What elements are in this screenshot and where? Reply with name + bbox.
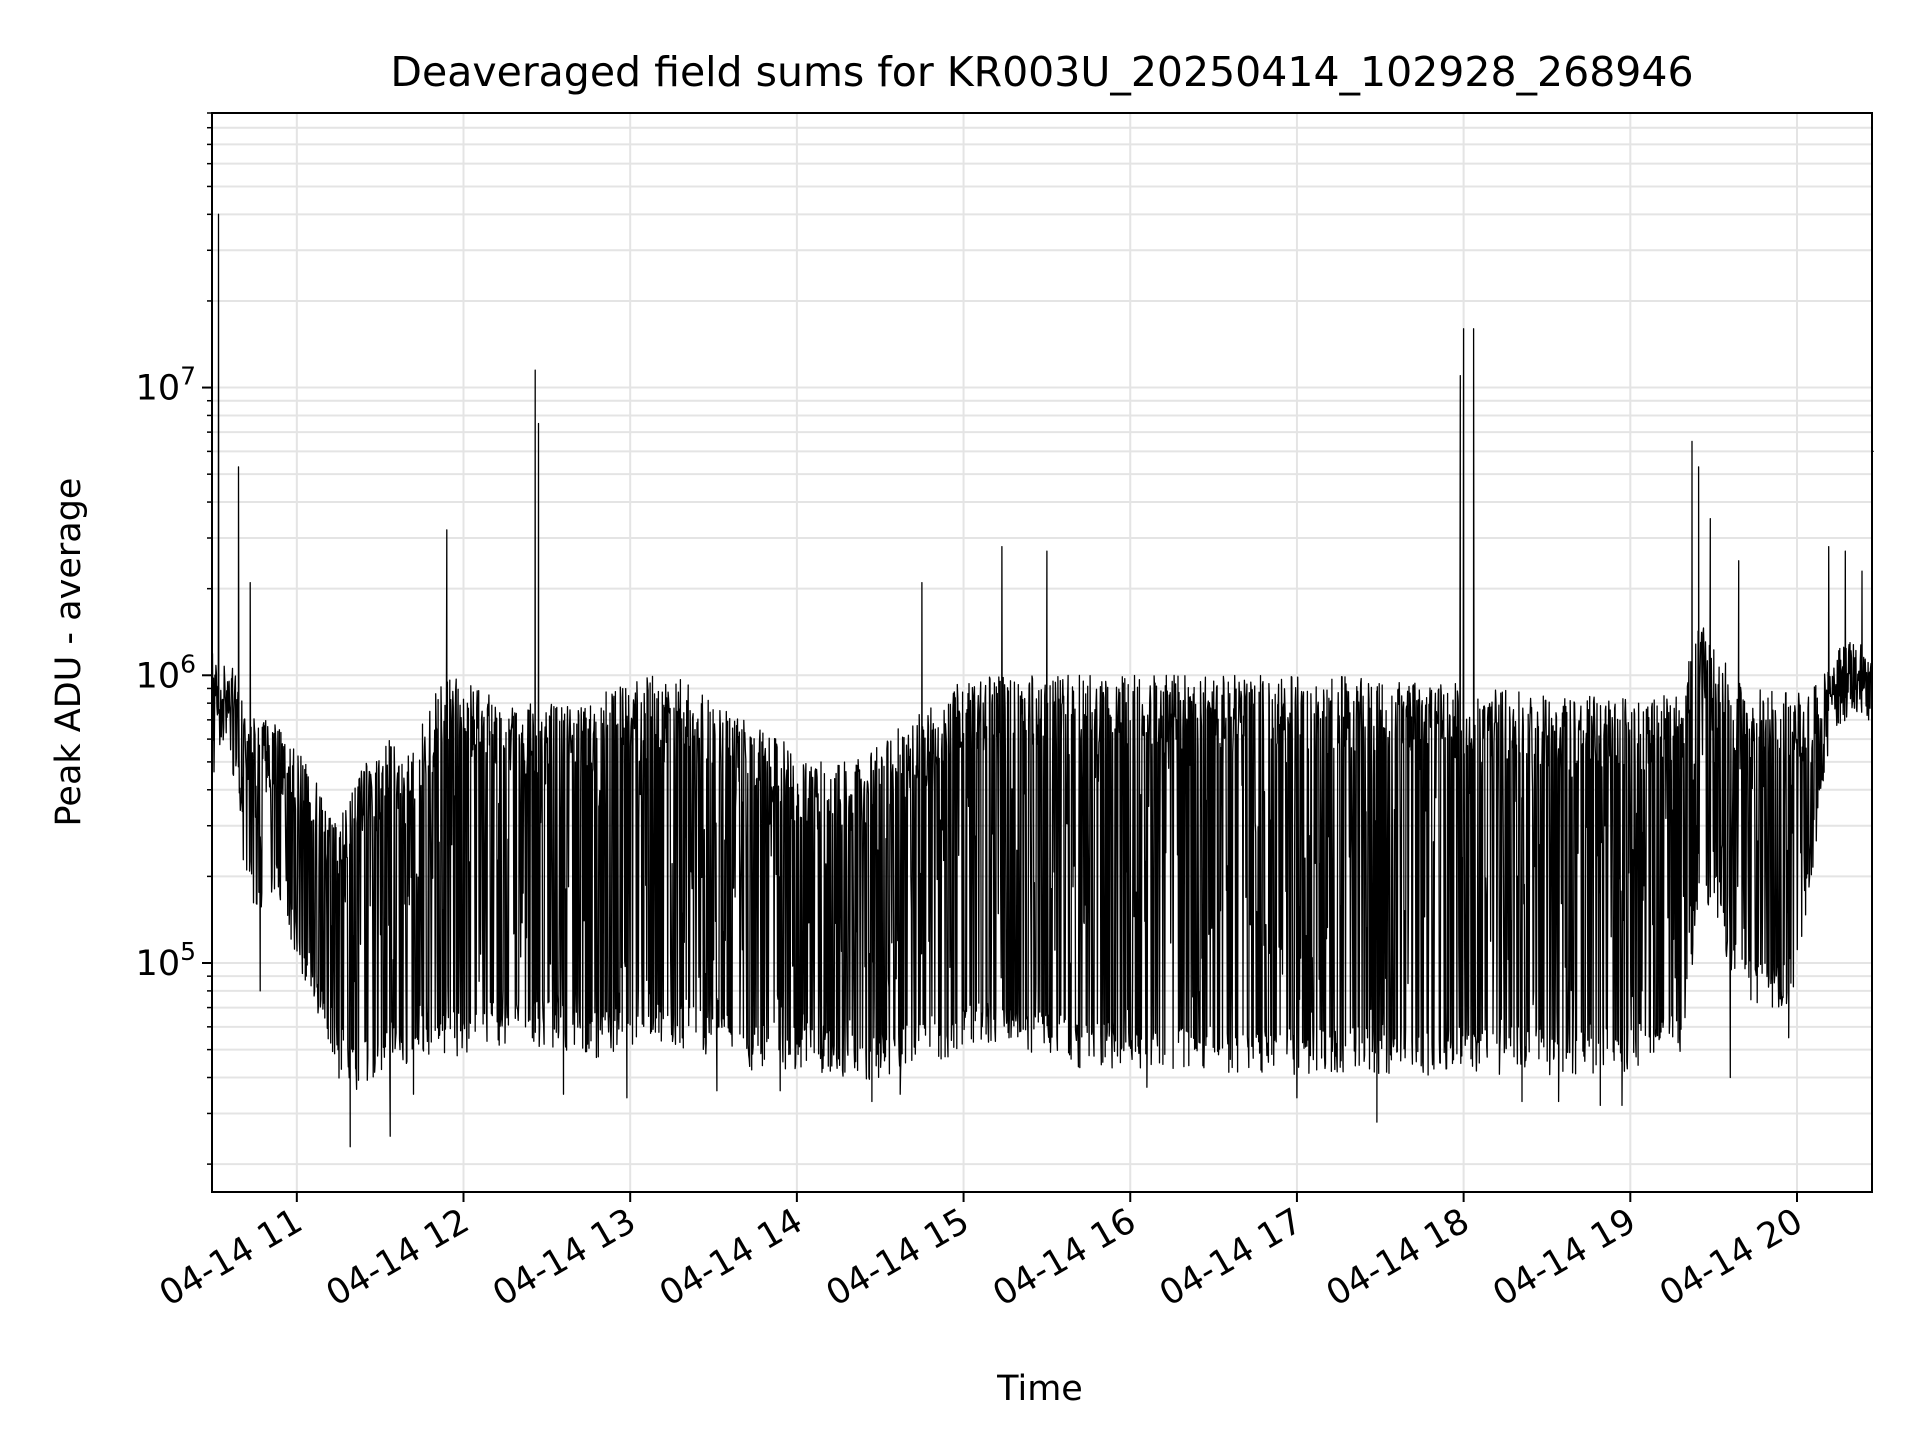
y-axis-label: Peak ADU - average — [49, 478, 89, 827]
y-axis: 105 106 107 — [136, 112, 212, 1165]
chart-title: Deaveraged field sums for KR003U_2025041… — [390, 48, 1693, 96]
y-tick-label: 106 — [136, 649, 196, 696]
plot-frame — [211, 112, 1873, 1193]
series-line — [211, 213, 1874, 1148]
y-tick-label: 105 — [136, 937, 196, 984]
series-trace — [211, 213, 1874, 1148]
y-tick-label: 107 — [136, 362, 196, 409]
x-axis-label: Time — [996, 1369, 1083, 1409]
